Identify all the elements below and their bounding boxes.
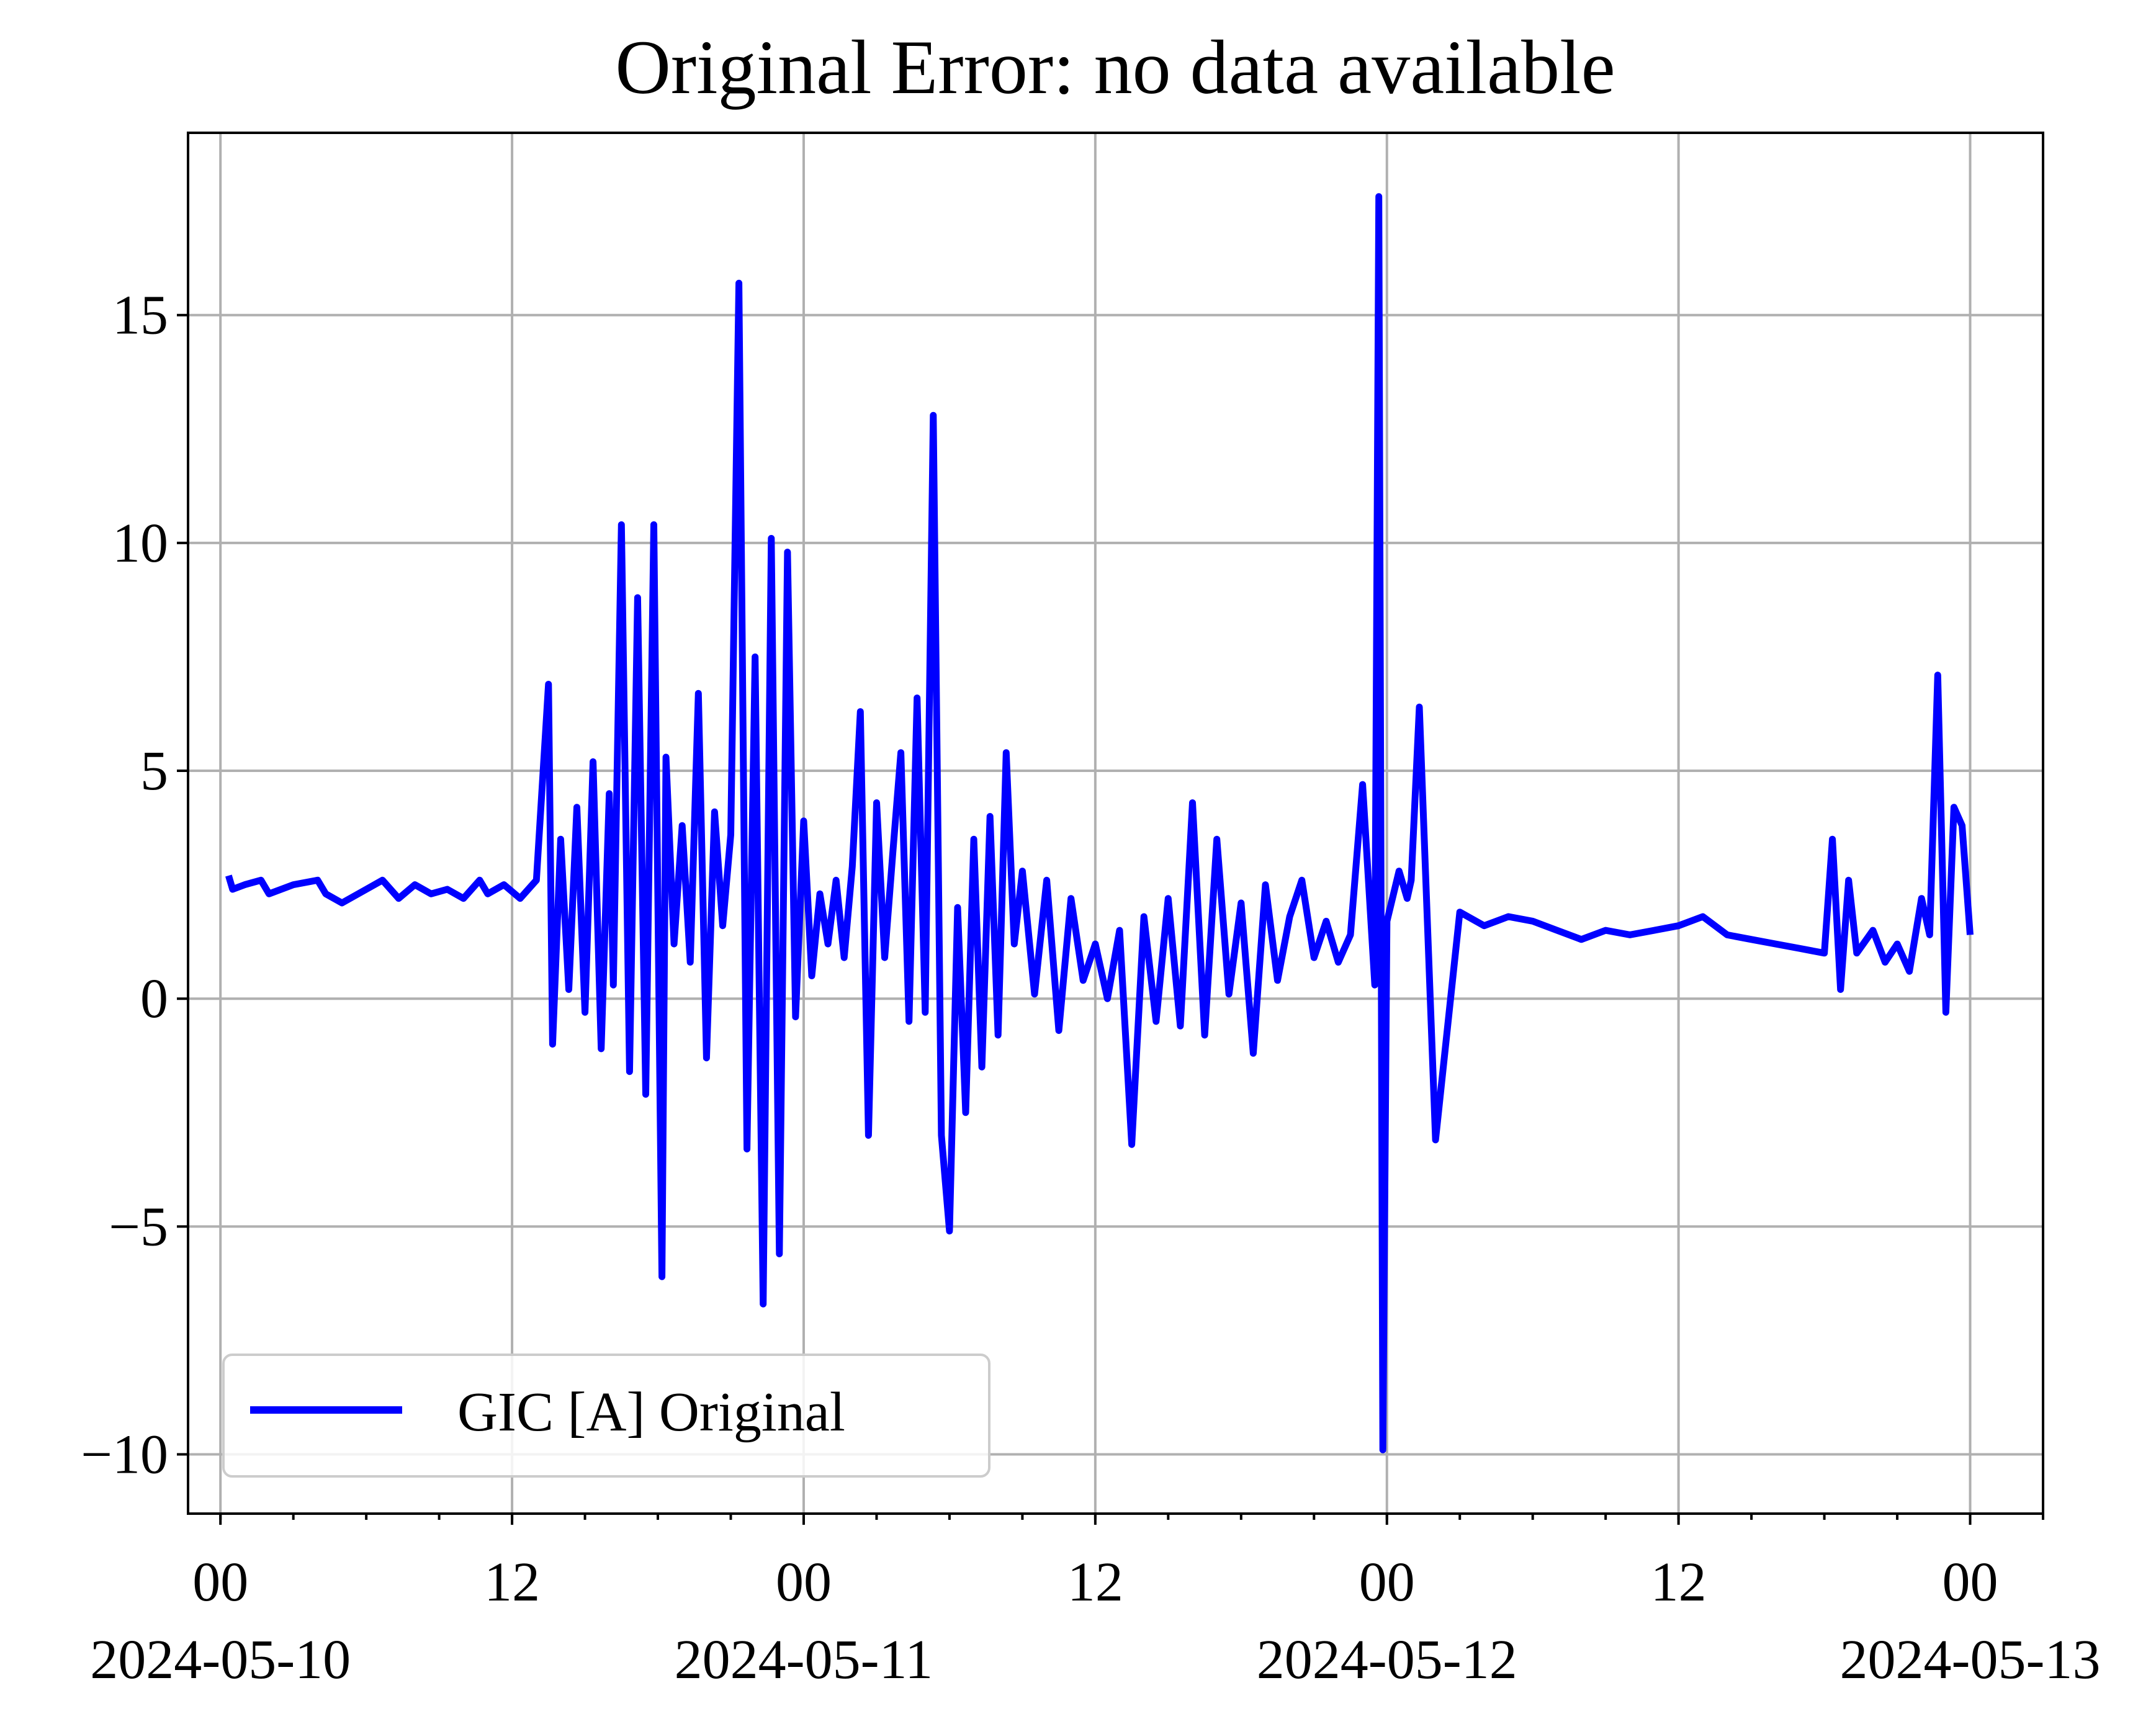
legend: GIC [A] Original [222,1354,990,1478]
legend-label: GIC [A] Original [457,1381,845,1443]
x-tick-date-label: 2024-05-13 [1840,1629,2101,1690]
x-axis: 00 2024-05-10 12 00 2024-05-11 12 00 2024-05-12… [90,1514,2101,1690]
y-tick-label: −5 [109,1196,168,1257]
y-tick-label: 10 [112,513,168,574]
x-tick-label: 12 [1651,1551,1707,1613]
y-tick-label: 5 [140,740,168,802]
x-tick-label: 00 [1943,1551,1998,1613]
y-tick-label: −10 [81,1424,168,1486]
x-tick-date-label: 2024-05-11 [675,1629,933,1690]
x-tick-label: 00 [192,1551,248,1613]
x-tick-date-label: 2024-05-10 [90,1629,351,1690]
series-line [225,193,1974,1453]
x-tick-label: 12 [1067,1551,1123,1613]
series-group [225,193,1974,1453]
x-tick-date-label: 2024-05-12 [1257,1629,1517,1690]
y-tick-label: 0 [140,968,168,1030]
x-tick-label: 00 [776,1551,832,1613]
x-tick-label: 00 [1359,1551,1415,1613]
y-axis: −10 −5 0 5 10 15 [81,285,188,1486]
legend-box [222,1354,990,1478]
grid [188,133,2043,1514]
x-tick-label: 12 [484,1551,540,1613]
plot-frame [187,132,2044,1515]
chart-title: Original Error: no data available [615,25,1615,110]
y-tick-label: 15 [112,285,168,346]
